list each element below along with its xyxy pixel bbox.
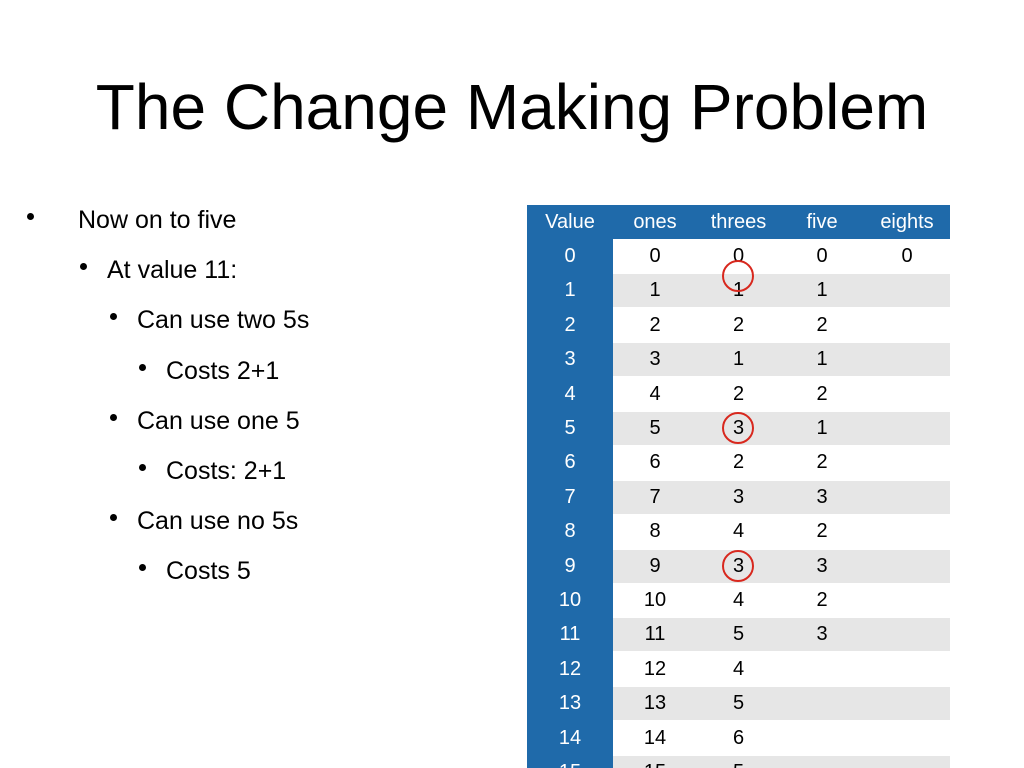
value-cell: 5 bbox=[564, 417, 576, 439]
bullet-text: Costs 2+1 bbox=[166, 356, 280, 385]
table-cell: 2 bbox=[816, 451, 828, 474]
table-cell: 11 bbox=[644, 623, 666, 646]
table-cell: 6 bbox=[649, 451, 661, 474]
table-cell: 2 bbox=[732, 382, 745, 405]
table-cell: 3 bbox=[816, 623, 828, 646]
bullet-text: Costs: 2+1 bbox=[166, 457, 287, 485]
value-cell: 15 bbox=[527, 755, 613, 768]
bullet-dot bbox=[110, 413, 117, 421]
highlight-circle bbox=[722, 412, 754, 444]
value-cell: 1 bbox=[564, 279, 576, 302]
table-cell: 4 bbox=[649, 382, 661, 405]
row-background bbox=[613, 343, 950, 377]
bullet-dot bbox=[110, 514, 117, 522]
table-cell: 0 bbox=[901, 245, 913, 267]
table-cell: 1 bbox=[732, 348, 745, 371]
row-background bbox=[613, 412, 950, 445]
table-cell: 15 bbox=[613, 755, 697, 768]
value-cell: 13 bbox=[558, 692, 582, 715]
table-cell: 4 bbox=[732, 589, 745, 611]
bullet-text: Now on to five bbox=[78, 206, 237, 234]
table-cell: 0 bbox=[649, 245, 661, 267]
bullet-text: Can use two 5s bbox=[137, 306, 310, 335]
table-cell: 2 bbox=[649, 313, 661, 336]
header-background bbox=[527, 205, 950, 239]
table-cell: 14 bbox=[643, 726, 667, 749]
value-column-background bbox=[527, 239, 613, 768]
table-cell: 1 bbox=[816, 348, 828, 371]
table-cell: 7 bbox=[649, 485, 661, 508]
bullet-text: At value 11: bbox=[107, 256, 238, 285]
value-cell: 12 bbox=[558, 657, 582, 680]
table-cell: 2 bbox=[816, 520, 828, 543]
highlight-circle bbox=[722, 550, 754, 582]
bullet-text: Can use one 5 bbox=[137, 406, 300, 435]
bullet-dot bbox=[139, 363, 146, 371]
table-cell: 3 bbox=[816, 485, 828, 508]
bullet-dot bbox=[27, 213, 34, 220]
value-cell: 4 bbox=[564, 382, 576, 405]
table-cell: 4 bbox=[732, 657, 745, 680]
table-cell: 4 bbox=[732, 520, 745, 543]
row-background bbox=[613, 480, 950, 514]
table-cell: 13 bbox=[643, 692, 667, 715]
value-cell: 2 bbox=[564, 313, 576, 336]
table-cell: 2 bbox=[816, 382, 828, 405]
table-cell: 10 bbox=[643, 589, 667, 611]
table-cell: 3 bbox=[649, 348, 661, 371]
row-background bbox=[613, 618, 950, 652]
table-cell: 5 bbox=[732, 692, 745, 715]
table-cell: 0 bbox=[816, 245, 828, 267]
header-cell: ones bbox=[633, 211, 677, 233]
table-cell: 8 bbox=[649, 520, 661, 543]
value-cell: 6 bbox=[564, 451, 576, 474]
bullet-dot bbox=[139, 564, 146, 572]
value-cell: 7 bbox=[564, 485, 576, 508]
value-cell: 3 bbox=[564, 348, 576, 371]
table-cell: 5 bbox=[697, 755, 780, 768]
header-cell: Value bbox=[545, 211, 595, 233]
row-background bbox=[613, 274, 950, 308]
bullet-dot bbox=[80, 263, 87, 271]
table-cell: 5 bbox=[649, 417, 661, 439]
table-cell: 6 bbox=[732, 726, 745, 749]
row-background bbox=[613, 756, 950, 768]
value-cell: 14 bbox=[558, 726, 582, 749]
value-cell: 10 bbox=[558, 589, 582, 611]
table-cell: 0 bbox=[732, 245, 745, 267]
row-background bbox=[613, 549, 950, 583]
bullet-dot bbox=[139, 464, 146, 471]
table-cell: 5 bbox=[732, 623, 745, 646]
row-background bbox=[613, 687, 950, 721]
table-cell: 12 bbox=[643, 657, 667, 680]
table-cell: 1 bbox=[649, 279, 661, 302]
table-cell: 3 bbox=[732, 485, 745, 508]
table-cell: 2 bbox=[732, 313, 745, 336]
value-cell: 0 bbox=[564, 245, 576, 267]
bullet-dot bbox=[110, 313, 117, 321]
table-cell: 1 bbox=[816, 279, 828, 302]
bullet-text: Can use no 5s bbox=[137, 507, 299, 536]
header-cell: threes bbox=[710, 211, 767, 233]
header-cell: five bbox=[806, 211, 838, 233]
value-cell: 9 bbox=[564, 554, 576, 577]
table-cell: 2 bbox=[816, 589, 828, 611]
table-cell: 2 bbox=[732, 451, 745, 474]
value-cell: 8 bbox=[564, 520, 576, 543]
slide-title: The Change Making Problem bbox=[95, 71, 929, 143]
table-cell: 3 bbox=[816, 554, 828, 577]
highlight-circle bbox=[722, 260, 754, 292]
value-cell: 11 bbox=[559, 623, 581, 646]
header-cell: eights bbox=[880, 211, 934, 233]
table-cell: 1 bbox=[816, 417, 828, 439]
table-cell: 2 bbox=[816, 313, 828, 336]
bullet-text: Costs 5 bbox=[166, 557, 251, 586]
table-cell: 9 bbox=[649, 554, 661, 577]
